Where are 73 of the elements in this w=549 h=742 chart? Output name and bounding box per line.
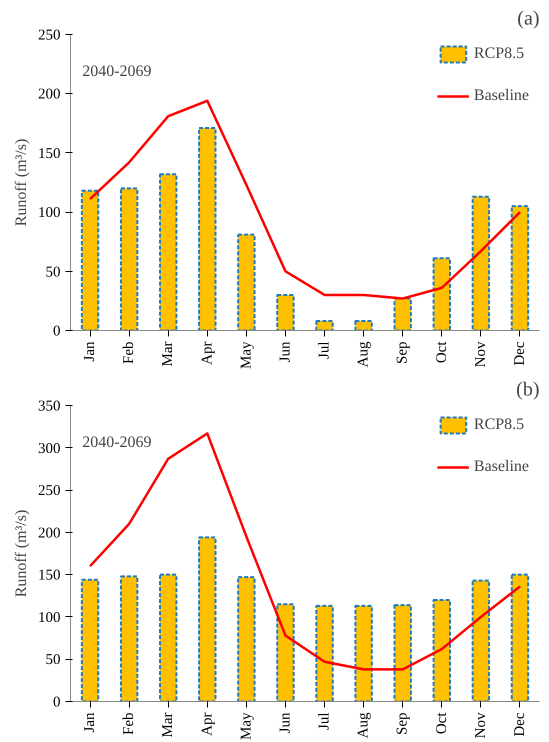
x-tick-label: Aug [356, 341, 372, 368]
bar [315, 320, 334, 330]
y-tick-label: 300 [38, 440, 60, 457]
x-tick-label: Nov [472, 341, 489, 368]
x-tick-label: Jun [277, 341, 294, 362]
bar [159, 574, 178, 702]
y-tick-label: 50 [46, 264, 60, 280]
bar [472, 196, 490, 330]
annotation: 2040-2069 [82, 434, 152, 451]
y-tick-label: 200 [38, 525, 60, 542]
x-tick-label: Nov [472, 712, 489, 738]
bar [120, 575, 138, 702]
bar [432, 599, 451, 702]
x-tick-label: Sep [394, 342, 411, 364]
x-tick-label: Jun [277, 712, 294, 734]
x-tick-label: Oct [434, 712, 450, 734]
y-tick-label: 150 [38, 146, 60, 162]
x-tick-label: Jan [82, 712, 98, 732]
x-tick-label: Oct [434, 340, 450, 364]
line-series [88, 100, 522, 300]
legend-label: RCP8.5 [474, 416, 524, 434]
bar [354, 604, 373, 702]
bar [394, 298, 412, 330]
bar [80, 578, 100, 702]
y-tick-label: 350 [38, 398, 60, 414]
y-tick-label: 150 [38, 568, 60, 584]
x-tick-label: Feb [121, 712, 138, 735]
bar [120, 187, 138, 330]
y-tick-label: 250 [38, 483, 60, 500]
bar [432, 257, 451, 330]
y-tick-label: 200 [38, 86, 60, 103]
y-tick-label: 0 [53, 694, 60, 710]
x-tick-label: Jan [82, 341, 98, 362]
x-tick-label: Apr [199, 712, 216, 736]
y-tick-label: 0 [53, 324, 60, 340]
x-tick-label: Mar [160, 712, 176, 738]
y-axis-title: Runoff (m³/s) [13, 138, 30, 226]
y-tick-label: 250 [38, 28, 60, 44]
x-tick-label: Mar [160, 341, 176, 366]
bar [276, 294, 295, 330]
bar [354, 320, 373, 330]
legend-label: Baseline [474, 87, 529, 105]
x-tick-label: Jul [316, 712, 333, 730]
x-tick-label: Aug [356, 712, 372, 738]
x-tick-label: Dec [512, 712, 528, 737]
legend-label: RCP8.5 [474, 45, 524, 63]
bar [237, 576, 256, 702]
y-axis-title: Runoff (m³/s) [13, 510, 30, 598]
bar [237, 234, 256, 330]
bar [80, 190, 100, 330]
bar [394, 604, 412, 702]
bar [276, 603, 295, 702]
y-tick-label: 100 [38, 205, 60, 222]
x-tick-label: May [238, 712, 254, 740]
x-tick-label: Feb [121, 342, 138, 364]
x-tick-label: Apr [199, 341, 216, 365]
x-tick-label: Jul [316, 341, 333, 360]
bar [510, 205, 530, 330]
bar [315, 604, 334, 702]
bar [198, 536, 216, 702]
y-tick-label: 100 [38, 610, 60, 626]
text: (b) [516, 378, 540, 400]
bar [159, 173, 178, 330]
annotation: 2040-2069 [82, 62, 152, 80]
bar [198, 127, 216, 330]
bar [510, 574, 530, 702]
legend-label: Baseline [474, 458, 529, 476]
y-tick-label: 50 [46, 652, 60, 668]
bar [472, 580, 490, 702]
text: (a) [517, 8, 540, 30]
x-tick-label: Dec [512, 341, 528, 366]
x-tick-label: May [238, 341, 254, 369]
x-tick-label: Sep [394, 712, 411, 735]
